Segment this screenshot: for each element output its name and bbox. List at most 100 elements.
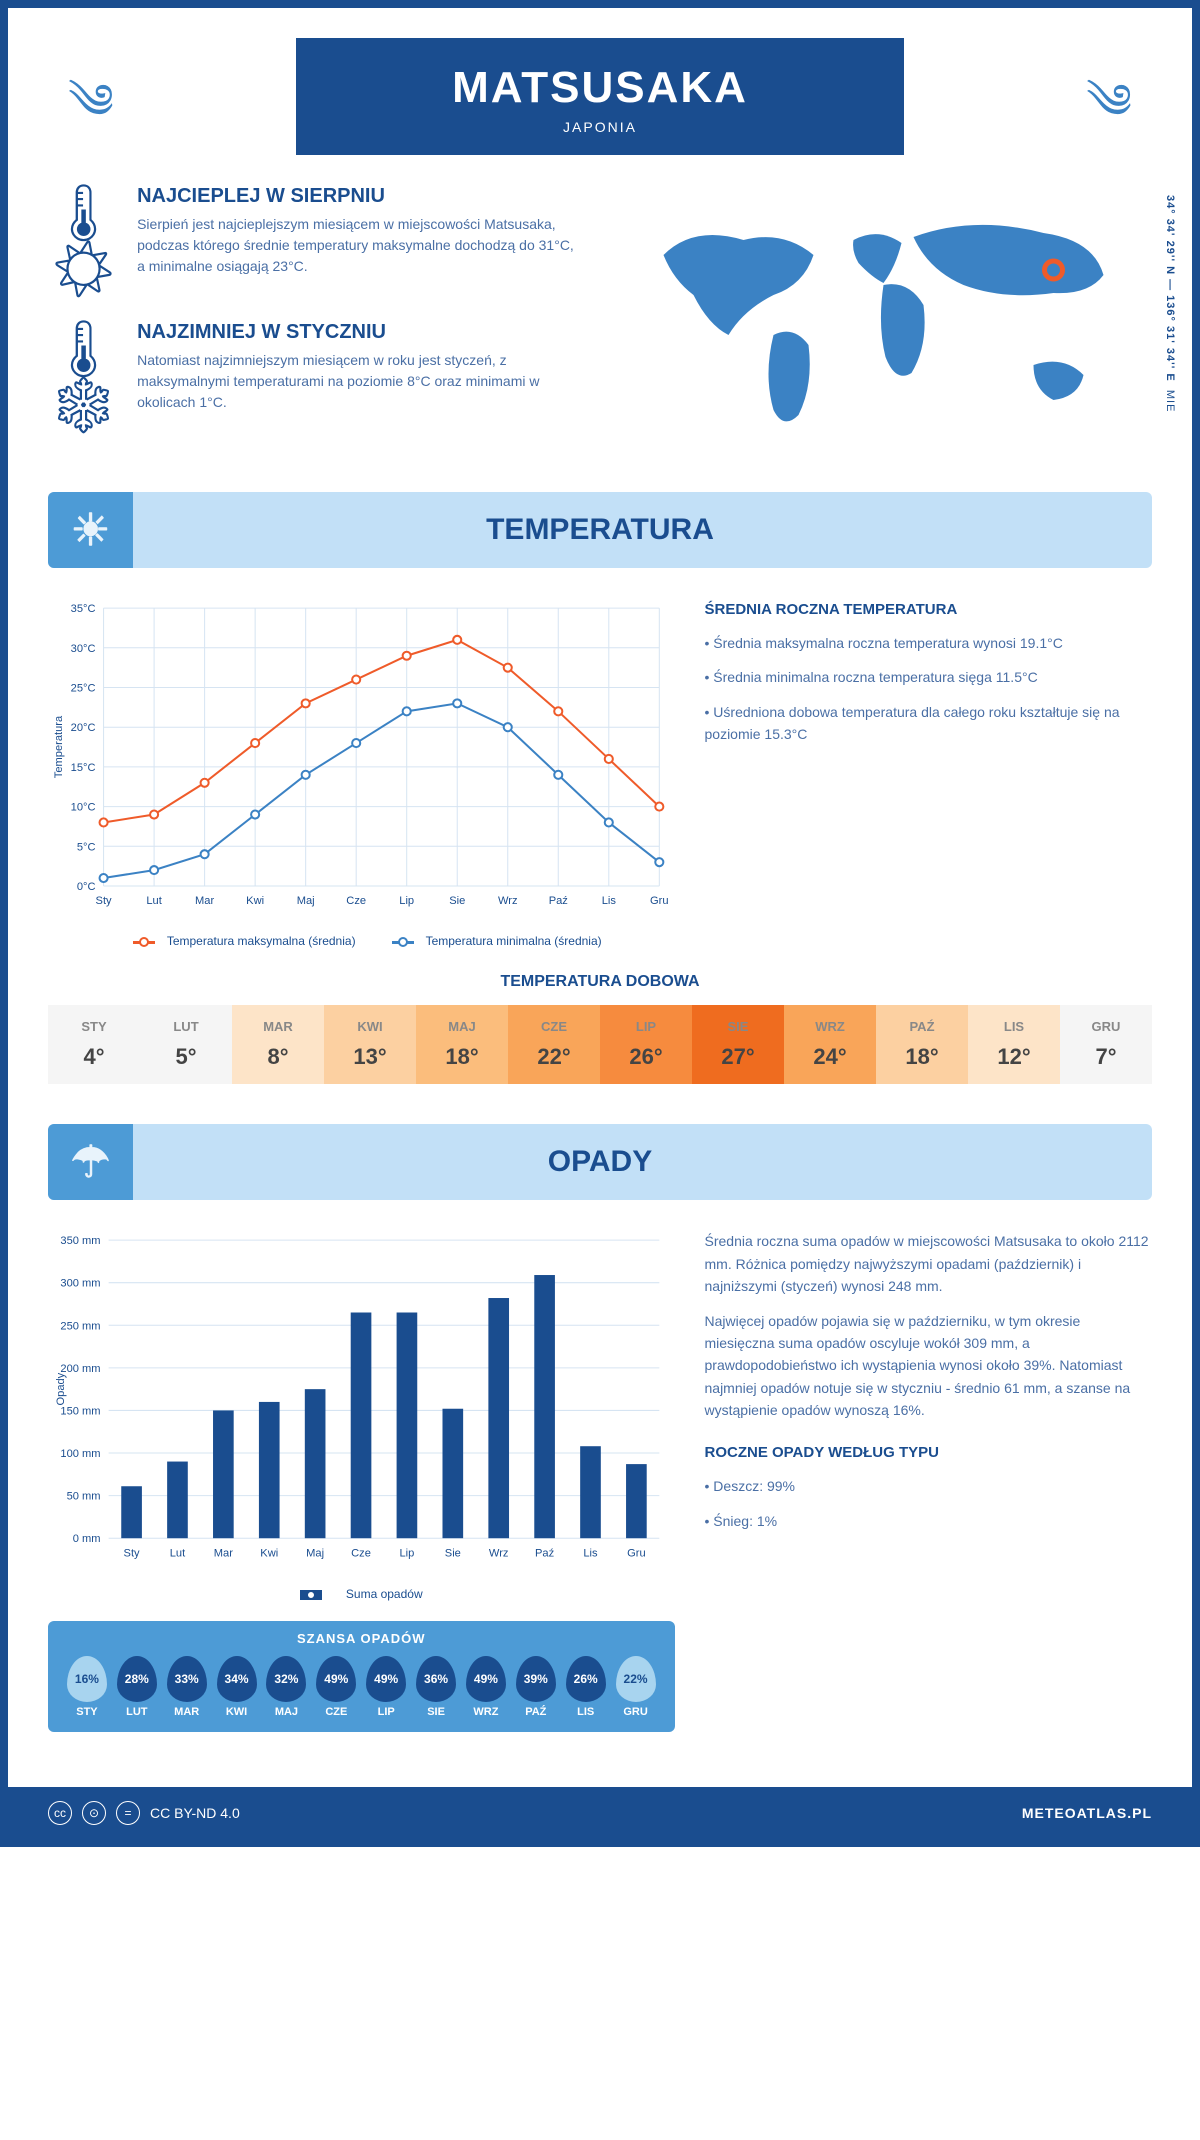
thermometer-hot-icon: 🌡☀ [48,185,119,297]
rain-chance-drop: 26% LIS [561,1656,611,1718]
temperature-summary-title: ŚREDNIA ROCZNA TEMPERATURA [705,598,1153,622]
svg-text:10°C: 10°C [71,802,96,814]
footer: cc ⊙ = CC BY-ND 4.0 METEOATLAS.PL [8,1787,1192,1839]
temperature-line-chart: 0°C5°C10°C15°C20°C25°C30°C35°CStyLutMarK… [48,598,675,948]
svg-text:Wrz: Wrz [498,895,518,907]
svg-text:Opady: Opady [55,1373,67,1406]
rain-chance-drop: 49% CZE [311,1656,361,1718]
header-area: ༄ ༄ MATSUSAKA JAPONIA [48,38,1152,155]
wind-decoration-icon: ༄ [68,48,114,183]
rain-chance-drop: 49% WRZ [461,1656,511,1718]
svg-text:Lut: Lut [146,895,161,907]
sun-icon: ☀ [48,492,133,568]
umbrella-icon: ☂ [48,1124,133,1200]
temperature-chart-legend: Temperatura maksymalna (średnia)Temperat… [48,934,675,948]
intro-row: 🌡☀ NAJCIEPLEJ W SIERPNIU Sierpień jest n… [48,185,1152,457]
svg-text:Temperatura: Temperatura [53,715,65,778]
rain-chance-drop: 32% MAJ [262,1656,312,1718]
svg-text:Sty: Sty [96,895,112,907]
daily-temperature-cell: PAŹ18° [876,1005,968,1084]
brand-name: METEOATLAS.PL [1022,1805,1152,1821]
rain-chance-drop: 36% SIE [411,1656,461,1718]
precipitation-type-item: • Deszcz: 99% [705,1475,1153,1497]
license-block: cc ⊙ = CC BY-ND 4.0 [48,1801,240,1825]
svg-text:Wrz: Wrz [489,1548,509,1560]
precipitation-bar-chart: 0 mm50 mm100 mm150 mm200 mm250 mm300 mm3… [48,1230,675,1601]
raindrop-icon: 22% [616,1656,656,1702]
svg-text:150 mm: 150 mm [60,1406,100,1418]
world-map [615,185,1152,445]
svg-text:Gru: Gru [627,1548,646,1560]
daily-temperature-cell: SIE27° [692,1005,784,1084]
svg-text:35°C: 35°C [71,603,96,615]
daily-temperature-title: TEMPERATURA DOBOWA [48,973,1152,991]
coordinates-label: 34° 34' 29'' N — 136° 31' 34'' E MIE [1164,195,1176,412]
svg-text:100 mm: 100 mm [60,1448,100,1460]
precipitation-chart-legend: Suma opadów [48,1587,675,1601]
svg-text:Sty: Sty [124,1548,140,1560]
svg-text:50 mm: 50 mm [67,1491,101,1503]
svg-text:250 mm: 250 mm [60,1321,100,1333]
svg-text:25°C: 25°C [71,683,96,695]
by-icon: ⊙ [82,1801,106,1825]
svg-text:Cze: Cze [351,1548,371,1560]
daily-temperature-cell: WRZ24° [784,1005,876,1084]
svg-text:Gru: Gru [650,895,669,907]
raindrop-icon: 28% [117,1656,157,1702]
daily-temperature-cell: MAJ18° [416,1005,508,1084]
daily-temperature-cell: LIP26° [600,1005,692,1084]
precipitation-by-type-title: ROCZNE OPADY WEDŁUG TYPU [705,1441,1153,1465]
fact-coldest-title: NAJZIMNIEJ W STYCZNIU [137,321,585,344]
temperature-summary-bullet: • Średnia minimalna roczna temperatura s… [705,666,1153,688]
svg-text:Mar: Mar [195,895,214,907]
svg-text:Kwi: Kwi [260,1548,278,1560]
fact-coldest: 🌡❄ NAJZIMNIEJ W STYCZNIU Natomiast najzi… [48,321,585,433]
wind-decoration-icon: ༄ [1086,48,1132,183]
svg-text:Lip: Lip [400,1548,415,1560]
svg-text:Maj: Maj [297,895,315,907]
rain-chance-drop: 33% MAR [162,1656,212,1718]
svg-text:0 mm: 0 mm [73,1534,101,1546]
svg-text:Paź: Paź [535,1548,554,1560]
raindrop-icon: 34% [217,1656,257,1702]
daily-temperature-cell: LUT5° [140,1005,232,1084]
city-title: MATSUSAKA [316,63,883,113]
raindrop-icon: 49% [366,1656,406,1702]
rain-chance-drop: 16% STY [62,1656,112,1718]
rain-chance-drop: 28% LUT [112,1656,162,1718]
svg-text:15°C: 15°C [71,762,96,774]
svg-text:Sie: Sie [449,895,465,907]
svg-text:350 mm: 350 mm [60,1235,100,1247]
thermometer-cold-icon: 🌡❄ [48,321,119,433]
daily-temperature-cell: CZE22° [508,1005,600,1084]
svg-text:Lip: Lip [399,895,414,907]
raindrop-icon: 33% [167,1656,207,1702]
precipitation-type-item: • Śnieg: 1% [705,1510,1153,1532]
svg-text:Maj: Maj [306,1548,324,1560]
rain-chance-panel: SZANSA OPADÓW 16% STY 28% LUT 33% MAR 34… [48,1621,675,1732]
precipitation-summary-paragraph: Najwięcej opadów pojawia się w październ… [705,1310,1153,1422]
raindrop-icon: 32% [266,1656,306,1702]
svg-text:Kwi: Kwi [246,895,264,907]
daily-temperature-cell: GRU7° [1060,1005,1152,1084]
svg-text:Mar: Mar [214,1548,233,1560]
fact-warmest-text: Sierpień jest najcieplejszym miesiącem w… [137,214,585,277]
svg-text:Sie: Sie [445,1548,461,1560]
daily-temperature-cell: LIS12° [968,1005,1060,1084]
temperature-summary-bullet: • Średnia maksymalna roczna temperatura … [705,632,1153,654]
fact-coldest-text: Natomiast najzimniejszym miesiącem w rok… [137,350,585,413]
svg-text:5°C: 5°C [77,841,96,853]
svg-text:20°C: 20°C [71,722,96,734]
precipitation-summary-paragraph: Średnia roczna suma opadów w miejscowośc… [705,1230,1153,1297]
svg-text:Lis: Lis [583,1548,598,1560]
fact-warmest-title: NAJCIEPLEJ W SIERPNIU [137,185,585,208]
svg-text:Paź: Paź [549,895,568,907]
cc-icon: cc [48,1801,72,1825]
svg-text:Cze: Cze [346,895,366,907]
svg-text:300 mm: 300 mm [60,1278,100,1290]
raindrop-icon: 49% [466,1656,506,1702]
daily-temperature-row: STY4° LUT5° MAR8° KWI13° MAJ18° CZE22° L… [48,1005,1152,1084]
rain-chance-drop: 22% GRU [611,1656,661,1718]
daily-temperature-cell: STY4° [48,1005,140,1084]
raindrop-icon: 26% [566,1656,606,1702]
